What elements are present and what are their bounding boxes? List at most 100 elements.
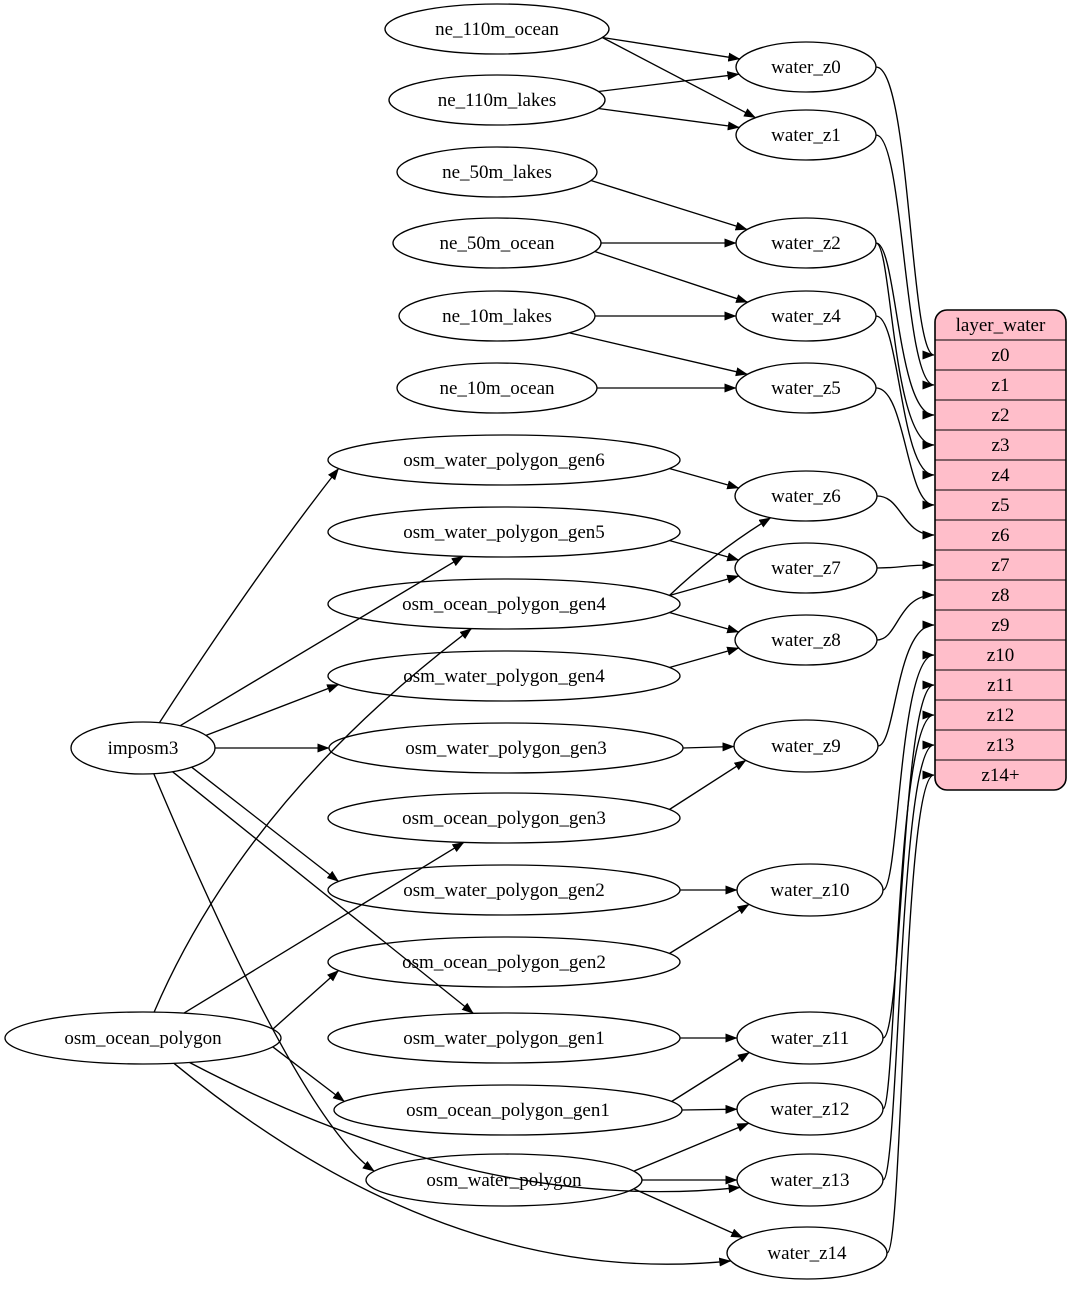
- edge-ne_110m_ocean-to-water_z0: [602, 36, 741, 62]
- table-row-z14plus: z14+: [981, 765, 1019, 786]
- edge-water_z0-to-z0: [875, 66, 935, 360]
- node-label-water_z2: water_z2: [771, 233, 841, 254]
- edge-osm_ocean_polygon-to-water_z14: [173, 1062, 732, 1267]
- edge-water_z4-to-z4: [875, 315, 935, 480]
- table-row-z9: z9: [992, 615, 1010, 636]
- node-label-osm_water_polygon_gen6: osm_water_polygon_gen6: [403, 450, 605, 471]
- edge-imposm3-to-osm_water_polygon: [153, 773, 375, 1172]
- edge-osm_ocean_polygon-to-osm_ocean_polygon_gen4: [153, 628, 472, 1013]
- table-row-z10: z10: [987, 645, 1014, 666]
- edge-water_z11-to-z11: [882, 680, 935, 1039]
- node-label-water_z10: water_z10: [770, 880, 849, 901]
- edge-osm_water_polygon_gen6-to-water_z6: [669, 467, 740, 490]
- table-row-z11: z11: [987, 675, 1014, 696]
- node-label-osm_ocean_polygon_gen4: osm_ocean_polygon_gen4: [402, 594, 606, 615]
- node-label-ne_10m_lakes: ne_10m_lakes: [442, 306, 552, 327]
- node-osm_ocean_polygon: [4, 1011, 282, 1065]
- edge-osm_ocean_polygon_gen1-to-water_z12: [681, 1104, 738, 1114]
- node-osm_water_polygon_gen6: [327, 434, 681, 486]
- edge-water_z14-to-z14plus: [886, 770, 935, 1254]
- node-osm_ocean_polygon_gen4: [327, 578, 681, 630]
- edge-water_z2-to-z2: [875, 242, 935, 420]
- node-label-osm_water_polygon_gen2: osm_water_polygon_gen2: [403, 880, 605, 901]
- table-row-z3: z3: [992, 435, 1010, 456]
- node-label-ne_50m_lakes: ne_50m_lakes: [442, 162, 552, 183]
- node-label-ne_50m_ocean: ne_50m_ocean: [439, 233, 555, 254]
- edge-water_z2-to-z3: [875, 242, 935, 450]
- edge-imposm3-to-osm_water_polygon_gen4: [205, 683, 340, 737]
- node-label-water_z5: water_z5: [771, 378, 841, 399]
- edge-water_z9-to-z9: [877, 620, 935, 747]
- edge-water_z8-to-z8: [876, 590, 935, 641]
- node-label-water_z0: water_z0: [771, 57, 841, 78]
- edge-osm_ocean_polygon-to-osm_ocean_polygon_gen3: [183, 841, 465, 1014]
- node-label-water_z13: water_z13: [770, 1170, 849, 1191]
- table-row-z7: z7: [992, 555, 1010, 576]
- node-osm_ocean_polygon_gen3: [327, 792, 681, 844]
- node-label-osm_ocean_polygon_gen1: osm_ocean_polygon_gen1: [406, 1100, 610, 1121]
- layer-water-header: layer_water: [956, 315, 1046, 336]
- edge-imposm3-to-osm_water_polygon_gen2: [191, 766, 340, 883]
- table-row-z6: z6: [992, 525, 1010, 546]
- edge-ne_110m_lakes-to-water_z0: [598, 71, 740, 93]
- edge-osm_ocean_polygon_gen3-to-water_z9: [669, 759, 747, 811]
- node-label-ne_110m_ocean: ne_110m_ocean: [435, 19, 559, 40]
- edge-osm_water_polygon_gen5-to-water_z7: [669, 539, 740, 562]
- node-osm_ocean_polygon_gen2: [327, 936, 681, 988]
- table-row-z13: z13: [987, 735, 1014, 756]
- node-ne_110m_ocean: [384, 3, 610, 55]
- table-row-z1: z1: [992, 375, 1010, 396]
- edge-water_z7-to-z7: [876, 560, 935, 570]
- node-ne_50m_lakes: [396, 146, 598, 198]
- table-row-z8: z8: [992, 585, 1010, 606]
- edge-ne_110m_ocean-to-water_z1: [601, 36, 756, 119]
- node-label-osm_water_polygon: osm_water_polygon: [426, 1170, 582, 1191]
- edge-water_z6-to-z6: [876, 495, 935, 540]
- edge-ne_50m_ocean-to-water_z4: [594, 250, 749, 303]
- table-row-z5: z5: [992, 495, 1010, 516]
- node-label-osm_water_polygon_gen1: osm_water_polygon_gen1: [403, 1028, 605, 1049]
- edge-osm_ocean_polygon-to-water_z13: [189, 1061, 741, 1194]
- node-label-water_z4: water_z4: [771, 306, 841, 327]
- node-label-water_z9: water_z9: [771, 736, 841, 757]
- edge-water_z10-to-z10: [882, 650, 935, 891]
- edge-ne_110m_lakes-to-water_z1: [598, 107, 740, 131]
- edge-osm_water_polygon-to-water_z14: [633, 1188, 744, 1239]
- node-label-osm_ocean_polygon_gen2: osm_ocean_polygon_gen2: [402, 952, 606, 973]
- node-ne_110m_lakes: [388, 74, 606, 126]
- node-label-water_z6: water_z6: [771, 486, 841, 507]
- edge-ne_10m_lakes-to-water_z5: [569, 332, 748, 377]
- edge-osm_water_polygon-to-water_z12: [633, 1122, 750, 1172]
- edge-osm_ocean_polygon_gen4-to-water_z8: [669, 611, 740, 634]
- edge-imposm3-to-osm_water_polygon_gen5: [179, 555, 464, 727]
- table-row-z2: z2: [992, 405, 1010, 426]
- node-label-osm_water_polygon_gen5: osm_water_polygon_gen5: [403, 522, 605, 543]
- edge-water_z5-to-z5: [875, 387, 935, 510]
- edge-water_z13-to-z13: [882, 740, 935, 1181]
- node-label-imposm3: imposm3: [108, 738, 179, 759]
- edge-imposm3-to-osm_water_polygon_gen1: [172, 771, 474, 1014]
- edge-water_z1-to-z1: [875, 134, 935, 390]
- node-label-osm_water_polygon_gen3: osm_water_polygon_gen3: [405, 738, 607, 759]
- node-label-water_z7: water_z7: [771, 558, 841, 579]
- node-label-osm_ocean_polygon: osm_ocean_polygon: [64, 1028, 222, 1049]
- edge-imposm3-to-osm_water_polygon_gen6: [158, 468, 340, 724]
- edge-ne_50m_lakes-to-water_z2: [590, 179, 748, 231]
- node-label-ne_10m_ocean: ne_10m_ocean: [439, 378, 555, 399]
- layer-water-table: [934, 309, 1067, 791]
- edge-osm_ocean_polygon_gen1-to-water_z11: [671, 1051, 750, 1103]
- node-osm_water_polygon_gen5: [327, 506, 681, 558]
- table-row-z0: z0: [992, 345, 1010, 366]
- edge-osm_water_polygon_gen3-to-water_z9: [682, 742, 735, 752]
- edge-osm_ocean_polygon-to-osm_ocean_polygon_gen2: [272, 969, 340, 1030]
- node-label-ne_110m_lakes: ne_110m_lakes: [438, 90, 557, 111]
- node-label-water_z1: water_z1: [771, 125, 841, 146]
- node-label-water_z12: water_z12: [770, 1099, 849, 1120]
- edge-osm_ocean_polygon_gen2-to-water_z10: [669, 903, 750, 955]
- node-label-water_z14: water_z14: [767, 1243, 847, 1264]
- edge-water_z12-to-z12: [882, 710, 935, 1110]
- table-row-z4: z4: [992, 465, 1010, 486]
- edge-osm_ocean_polygon_gen4-to-water_z7: [669, 574, 740, 597]
- node-osm_water_polygon_gen4: [327, 650, 681, 702]
